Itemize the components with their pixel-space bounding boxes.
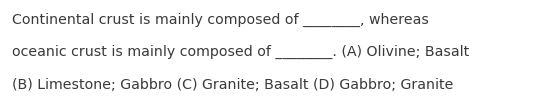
Text: Continental crust is mainly composed of ________, whereas: Continental crust is mainly composed of … [12, 13, 429, 27]
Text: (B) Limestone; Gabbro (C) Granite; Basalt (D) Gabbro; Granite: (B) Limestone; Gabbro (C) Granite; Basal… [12, 78, 454, 92]
Text: oceanic crust is mainly composed of ________. (A) Olivine; Basalt: oceanic crust is mainly composed of ____… [12, 45, 469, 59]
